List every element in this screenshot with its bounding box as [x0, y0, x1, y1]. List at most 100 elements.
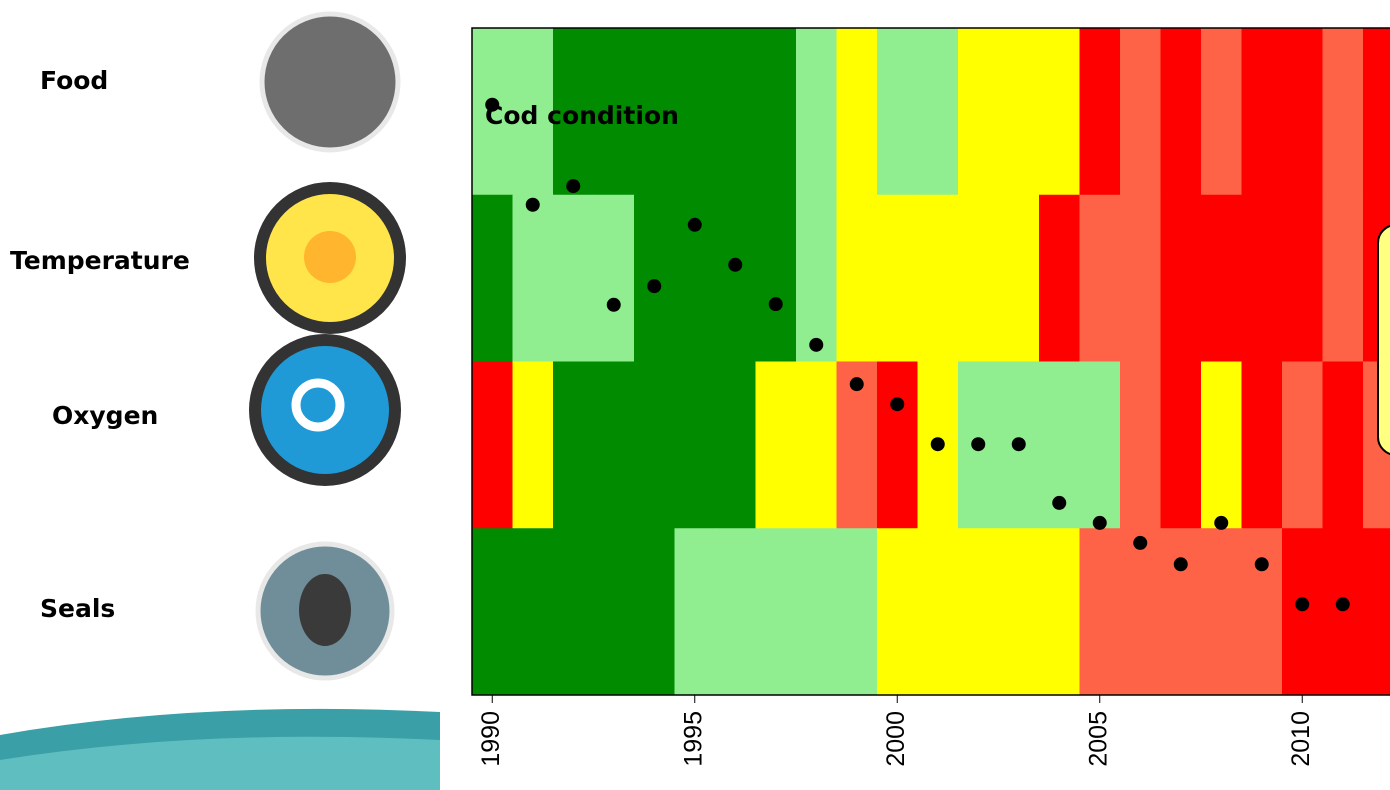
cell [594, 362, 635, 529]
cell [1120, 362, 1161, 529]
cell [877, 528, 918, 695]
cell [1039, 28, 1080, 195]
dot [809, 338, 823, 352]
cell [877, 362, 918, 529]
cell [1161, 28, 1202, 195]
cell [756, 28, 797, 195]
seal-head [299, 574, 351, 646]
cell [513, 362, 554, 529]
cell [675, 362, 716, 529]
cell [1363, 28, 1390, 195]
cell [594, 528, 635, 695]
cell [1323, 195, 1364, 362]
cell [796, 362, 837, 529]
cell [756, 362, 797, 529]
cell [1242, 528, 1283, 695]
cell [675, 528, 716, 695]
cell [1080, 195, 1121, 362]
cell [472, 528, 513, 695]
cell [513, 528, 554, 695]
cell [1282, 195, 1323, 362]
cell [877, 195, 918, 362]
cell [958, 28, 999, 195]
cell [1242, 28, 1283, 195]
dot [769, 297, 783, 311]
series-label: Cod condition [485, 101, 679, 130]
x-tick-label: 2010 [1287, 711, 1315, 767]
cell [756, 195, 797, 362]
cell [999, 28, 1040, 195]
cell [877, 28, 918, 195]
cell [553, 195, 594, 362]
dot [850, 377, 864, 391]
cell [513, 195, 554, 362]
cell [918, 195, 959, 362]
cell [634, 528, 675, 695]
dot [566, 179, 580, 193]
cell [1161, 195, 1202, 362]
dot [1255, 557, 1269, 571]
cell [1282, 362, 1323, 529]
slide: 1990 1995 2000 2005 2010 Cod condition Food Tem… [0, 0, 1390, 790]
dot [971, 437, 985, 451]
dot [688, 218, 702, 232]
cell [634, 195, 675, 362]
cell [1161, 528, 1202, 695]
dot [607, 298, 621, 312]
cell [837, 528, 878, 695]
cell [958, 528, 999, 695]
x-tick-label: 2005 [1084, 711, 1112, 767]
dot [647, 279, 661, 293]
food-icon [262, 14, 398, 150]
cell [796, 195, 837, 362]
sun-face [304, 231, 356, 283]
cell [1080, 362, 1121, 529]
row-label: Temperature [10, 246, 190, 275]
cell [715, 195, 756, 362]
cell [634, 362, 675, 529]
cell [715, 528, 756, 695]
cell [1242, 195, 1283, 362]
dot [485, 98, 499, 112]
row-label: Food [40, 66, 108, 95]
cell [1363, 528, 1390, 695]
row-label: Seals [40, 594, 115, 623]
x-tick-label: 1995 [679, 711, 707, 767]
cell [1161, 362, 1202, 529]
cell [1201, 362, 1242, 529]
cell [1323, 362, 1364, 529]
cell [1282, 28, 1323, 195]
cell [1201, 28, 1242, 195]
note-box [1378, 225, 1390, 455]
cell [553, 528, 594, 695]
dot [1295, 597, 1309, 611]
cell [553, 362, 594, 529]
x-tick-label: 2000 [882, 711, 910, 767]
cell [1039, 195, 1080, 362]
cell [472, 362, 513, 529]
x-tick-label: 1990 [477, 711, 505, 767]
dot [728, 258, 742, 272]
cell [1282, 528, 1323, 695]
cell [715, 362, 756, 529]
cell [1242, 362, 1283, 529]
cell [1120, 195, 1161, 362]
dot [526, 198, 540, 212]
cell [756, 528, 797, 695]
cell [999, 528, 1040, 695]
cell [715, 28, 756, 195]
dot [1093, 516, 1107, 530]
cell [1120, 528, 1161, 695]
dot [1012, 437, 1026, 451]
cell [1323, 28, 1364, 195]
dot [1174, 557, 1188, 571]
cell [796, 528, 837, 695]
cell [918, 28, 959, 195]
cell [837, 28, 878, 195]
dot [931, 437, 945, 451]
page: {"chart_data": {"type": "heatmap-dots", … [0, 0, 1390, 790]
dot [1052, 496, 1066, 510]
cell [1323, 528, 1364, 695]
cell [837, 195, 878, 362]
dot [1336, 597, 1350, 611]
